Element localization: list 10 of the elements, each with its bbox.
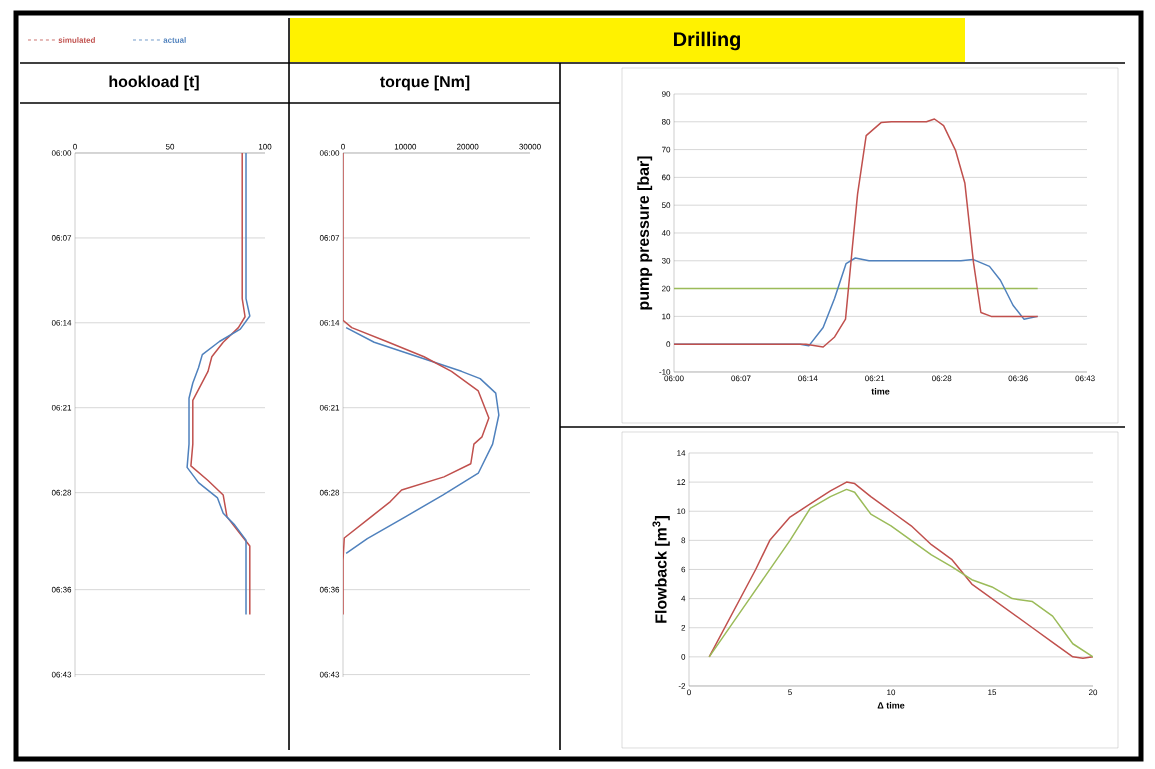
line-series bbox=[345, 326, 500, 555]
y-axis-title: pump pressure [bar] bbox=[637, 156, 653, 310]
text: Drilling bbox=[674, 31, 740, 51]
line-series bbox=[674, 118, 1039, 348]
x-axis-title: time bbox=[871, 387, 890, 395]
y-axis-title: Flowback [m$^{3}$] bbox=[652, 516, 670, 623]
chart-title: hookload [t] bbox=[109, 75, 199, 91]
line-series bbox=[343, 152, 490, 616]
chart-title: torque [Nm] bbox=[380, 75, 470, 91]
x-axis-title: Δ time bbox=[877, 701, 905, 709]
